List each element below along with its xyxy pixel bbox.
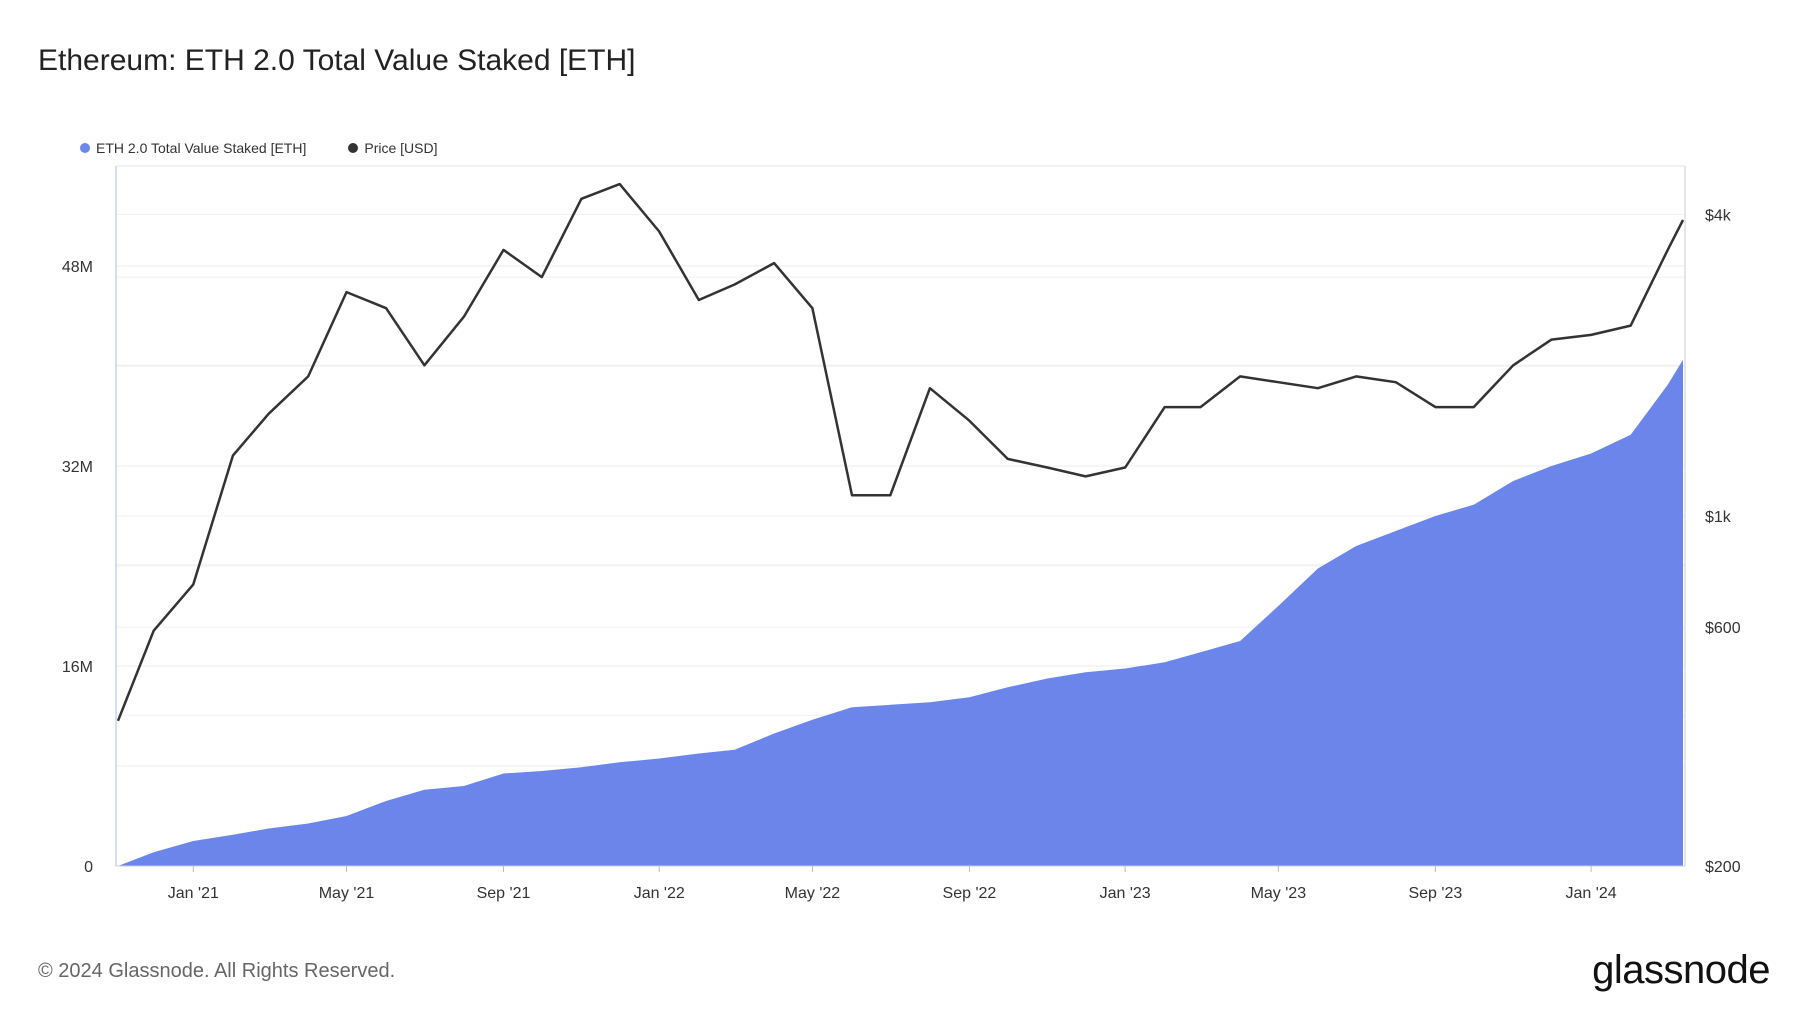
right-tick-label: $1k [1705, 509, 1732, 526]
x-tick-label: Sep '21 [477, 885, 531, 902]
left-tick-label: 32M [62, 459, 93, 476]
staked-area-path [118, 359, 1683, 866]
right-tick-label: $600 [1705, 620, 1741, 637]
x-tick-label: Jan '22 [634, 885, 685, 902]
legend: ETH 2.0 Total Value Staked [ETH] Price [… [80, 140, 438, 156]
legend-label-price: Price [USD] [364, 140, 438, 156]
legend-label-staked: ETH 2.0 Total Value Staked [ETH] [96, 140, 307, 156]
chart-title: Ethereum: ETH 2.0 Total Value Staked [ET… [38, 44, 636, 77]
x-tick-label: Sep '23 [1408, 885, 1462, 902]
x-tick-label: May '23 [1251, 885, 1307, 902]
plot-frame [115, 165, 1686, 867]
x-axis: Jan '21 May '21 Sep '21 Jan '22 May '22 Sep '… [168, 866, 1617, 902]
copyright-text: © 2024 Glassnode. All Rights Reserved. [38, 960, 396, 982]
x-tick-label: Jan '24 [1566, 885, 1617, 902]
brand-logo: glassnode [1592, 948, 1770, 992]
right-axis: $200 $600 $1k $4k [1705, 208, 1741, 876]
left-tick-label: 16M [62, 659, 93, 676]
x-tick-label: Jan '21 [168, 885, 219, 902]
x-tick-label: Jan '23 [1100, 885, 1151, 902]
right-tick-label: $200 [1705, 859, 1741, 876]
price-line [116, 182, 1685, 722]
x-tick-label: Sep '22 [943, 885, 997, 902]
x-tick-label: May '21 [319, 885, 375, 902]
staked-area [118, 359, 1683, 866]
x-tick-label: May '22 [785, 885, 841, 902]
legend-item-price[interactable]: Price [USD] [348, 140, 438, 156]
left-tick-label: 0 [84, 859, 93, 876]
legend-dot-price [348, 143, 359, 153]
right-tick-label: $4k [1705, 208, 1732, 225]
legend-dot-staked [80, 143, 90, 153]
price-line-path [116, 182, 1685, 722]
legend-item-staked[interactable]: ETH 2.0 Total Value Staked [ETH] [80, 140, 306, 156]
left-axis: 0 16M 32M 48M [62, 259, 93, 876]
left-tick-label: 48M [62, 259, 93, 276]
